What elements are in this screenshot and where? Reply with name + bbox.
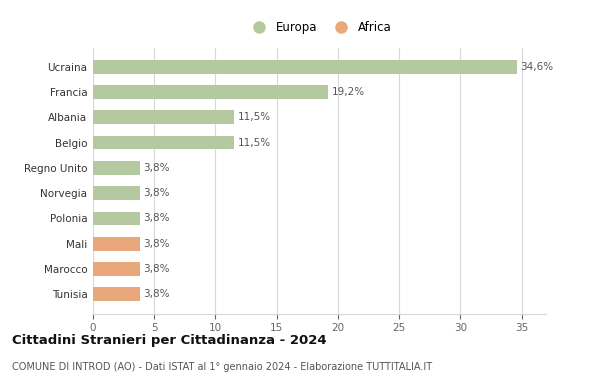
Text: 3,8%: 3,8% bbox=[143, 264, 170, 274]
Text: 34,6%: 34,6% bbox=[520, 62, 553, 71]
Bar bbox=[93, 85, 328, 99]
Bar bbox=[93, 237, 140, 251]
Legend: Europa, Africa: Europa, Africa bbox=[243, 16, 396, 39]
Bar bbox=[93, 110, 234, 124]
Text: 3,8%: 3,8% bbox=[143, 214, 170, 223]
Text: COMUNE DI INTROD (AO) - Dati ISTAT al 1° gennaio 2024 - Elaborazione TUTTITALIA.: COMUNE DI INTROD (AO) - Dati ISTAT al 1°… bbox=[12, 363, 432, 372]
Text: 11,5%: 11,5% bbox=[238, 112, 271, 122]
Text: 3,8%: 3,8% bbox=[143, 163, 170, 173]
Text: 3,8%: 3,8% bbox=[143, 239, 170, 249]
Bar bbox=[93, 212, 140, 225]
Bar bbox=[93, 262, 140, 276]
Bar bbox=[93, 186, 140, 200]
Text: 19,2%: 19,2% bbox=[332, 87, 365, 97]
Bar bbox=[93, 288, 140, 301]
Text: 11,5%: 11,5% bbox=[238, 138, 271, 147]
Text: 3,8%: 3,8% bbox=[143, 188, 170, 198]
Text: 3,8%: 3,8% bbox=[143, 290, 170, 299]
Bar bbox=[93, 60, 517, 73]
Bar bbox=[93, 136, 234, 149]
Text: Cittadini Stranieri per Cittadinanza - 2024: Cittadini Stranieri per Cittadinanza - 2… bbox=[12, 334, 326, 347]
Bar bbox=[93, 161, 140, 175]
